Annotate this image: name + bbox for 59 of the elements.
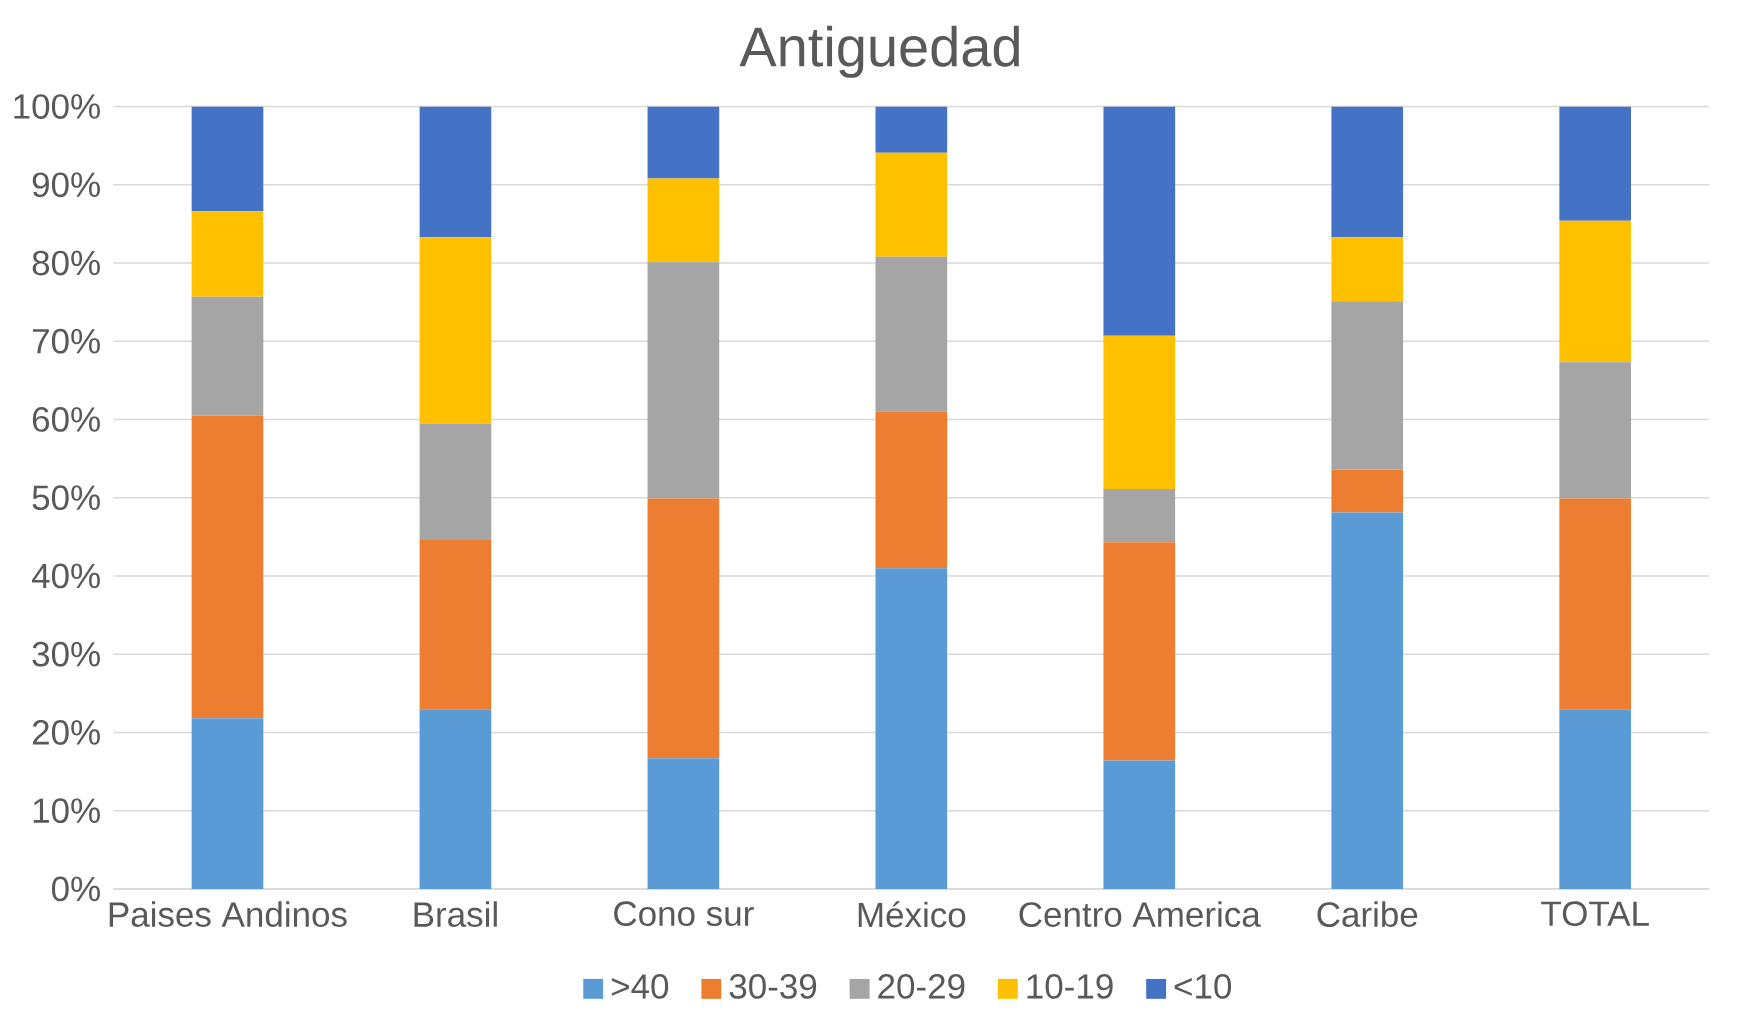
bar — [419, 709, 492, 890]
legend-label: >40 — [611, 974, 669, 999]
bar — [1103, 760, 1176, 890]
bar — [1331, 301, 1404, 470]
bar — [1559, 709, 1632, 890]
y-tick-label: 100% — [14, 94, 100, 120]
bar — [419, 106, 492, 238]
bar — [1331, 237, 1404, 302]
y-tick-label: 20% — [32, 720, 100, 745]
bar — [647, 498, 720, 759]
y-tick-label: 60% — [32, 407, 100, 432]
legend-label: <10 — [1174, 974, 1232, 999]
bar — [1331, 469, 1404, 513]
bar — [1331, 512, 1404, 890]
bar — [419, 423, 492, 541]
bar — [1103, 489, 1176, 543]
y-tick-label: 90% — [32, 172, 100, 198]
bar — [647, 106, 720, 179]
x-tick-label: México — [858, 901, 966, 928]
bar — [1103, 335, 1176, 490]
y-tick-label: 30% — [32, 641, 100, 667]
legend-label: 10-19 — [1027, 974, 1113, 999]
bar — [1103, 542, 1176, 761]
chart-title: Antiguedad — [739, 25, 1019, 79]
bar — [875, 411, 948, 569]
x-tick-label: Brasil — [414, 901, 497, 928]
x-tick-label: Caribe — [1317, 901, 1418, 928]
x-tick-label: Cono sur — [614, 901, 754, 927]
bar — [1103, 106, 1176, 336]
bar — [191, 718, 264, 890]
x-tick-label: Paises Andinos — [109, 901, 347, 928]
y-tick-label: 10% — [33, 798, 100, 824]
bar — [1559, 106, 1632, 221]
bar — [191, 211, 264, 297]
x-tick-label: Centro America — [1019, 901, 1261, 928]
y-tick-label: 40% — [31, 563, 100, 589]
bar — [419, 237, 492, 424]
y-tick-label: 70% — [32, 329, 100, 354]
bar — [647, 178, 720, 263]
bar — [191, 106, 264, 212]
bar — [875, 256, 948, 412]
legend-label: 30-39 — [729, 974, 817, 999]
bar — [875, 152, 948, 257]
y-tick-label: 80% — [32, 250, 100, 276]
bar — [191, 415, 264, 719]
bar — [647, 262, 720, 499]
bar — [1331, 106, 1404, 238]
legend-label: 20-29 — [878, 974, 965, 999]
bar — [191, 296, 264, 416]
bar — [875, 568, 948, 890]
bar — [1559, 362, 1632, 499]
bar — [1559, 498, 1632, 710]
bar — [875, 106, 948, 153]
bar — [419, 540, 492, 710]
y-tick-label: 0% — [51, 876, 100, 902]
bar — [1559, 220, 1632, 363]
bar — [647, 758, 720, 890]
y-tick-label: 50% — [32, 485, 100, 511]
x-tick-label: TOTAL — [1541, 901, 1649, 927]
